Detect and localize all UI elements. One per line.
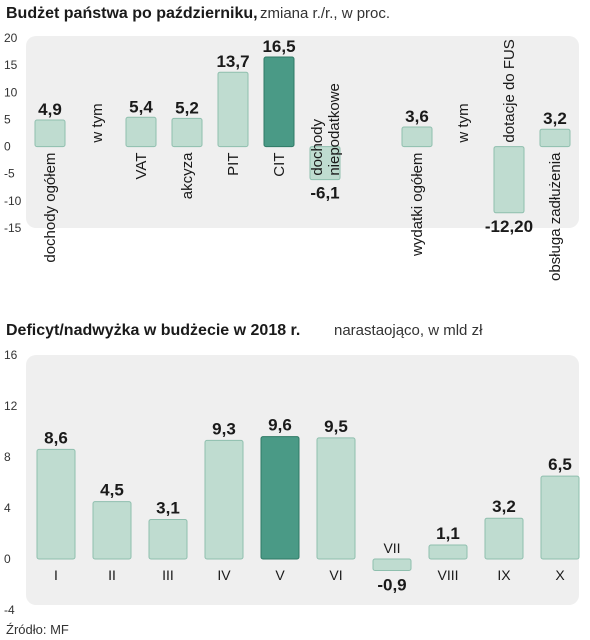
category-label-text: dotacje do FUS	[501, 39, 518, 142]
y-tick-label: -5	[4, 167, 15, 181]
value-label: 9,6	[268, 416, 292, 435]
value-label: -0,9	[377, 575, 406, 594]
source-note: Źródło: MF	[6, 622, 69, 637]
category-label: VAT	[133, 153, 150, 180]
y-tick-label: 12	[4, 399, 18, 413]
y-tick-label: -4	[4, 603, 15, 617]
category-label: obsługa zadłużenia	[547, 152, 564, 281]
value-label: 6,5	[548, 455, 572, 474]
category-label: VI	[329, 567, 342, 583]
value-label: 3,1	[156, 498, 180, 517]
value-label: 3,2	[543, 109, 567, 128]
y-tick-label: 0	[4, 140, 11, 154]
bar-5	[217, 71, 249, 148]
bar-12	[539, 128, 571, 148]
chart2-title: Deficyt/nadwyżka w budżecie w 2018 r.	[6, 322, 300, 339]
category-label: X	[555, 567, 565, 583]
value-label: 1,1	[436, 524, 460, 543]
y-tick-label: 4	[4, 501, 11, 515]
bar-V	[260, 436, 300, 560]
value-label: 4,5	[100, 481, 124, 500]
category-label: dotacje do FUS	[501, 39, 518, 142]
bar-IV	[204, 439, 244, 560]
category-label-text: wydatki ogółem	[409, 153, 426, 257]
value-label: -12,20	[485, 217, 533, 236]
category-label: w tym	[455, 103, 472, 143]
y-tick-label: 8	[4, 450, 11, 464]
category-label: PIT	[225, 153, 242, 176]
y-tick-label: 20	[4, 31, 18, 45]
bar-X	[540, 475, 580, 560]
chart1-title: Budżet państwa po październiku,	[6, 5, 258, 22]
y-tick-label: 0	[4, 552, 11, 566]
category-label: akcyza	[179, 152, 196, 199]
bar-VI	[316, 437, 356, 560]
value-label: 9,5	[324, 417, 348, 436]
category-label: V	[275, 567, 285, 583]
chart1-subtitle: zmiana r./r., w proc.	[260, 5, 390, 22]
y-tick-label: -10	[4, 194, 22, 208]
category-label-text: PIT	[225, 153, 242, 176]
bar-III	[148, 518, 188, 560]
category-label: wydatki ogółem	[409, 153, 426, 257]
bar-4	[171, 117, 203, 148]
category-label: I	[54, 567, 58, 583]
category-label: dochodyniepodatkowe	[309, 83, 343, 176]
bar-1	[34, 119, 66, 148]
y-tick-label: 16	[4, 348, 18, 362]
bar-6	[263, 56, 295, 148]
chart2-subtitle: narastaojąco, w mld zł	[334, 322, 483, 339]
category-label: VII	[383, 540, 400, 556]
category-label-text: w tym	[89, 103, 106, 143]
bar-11	[493, 146, 525, 214]
y-tick-label: 10	[4, 85, 18, 99]
category-label-text: w tym	[455, 103, 472, 143]
bar-7	[309, 146, 341, 181]
category-label: II	[108, 567, 116, 583]
category-label: IX	[497, 567, 511, 583]
bar-VIII	[428, 544, 468, 560]
bar-3	[125, 116, 157, 148]
y-tick-label: -15	[4, 221, 22, 235]
value-label: 16,5	[262, 37, 295, 56]
category-label: III	[162, 567, 174, 583]
category-label: VIII	[437, 567, 458, 583]
category-label: IV	[217, 567, 231, 583]
value-label: -6,1	[310, 184, 339, 203]
y-tick-label: 5	[4, 112, 11, 126]
value-label: 9,3	[212, 419, 236, 438]
value-label: 4,9	[38, 100, 62, 119]
category-label-text: VAT	[133, 153, 150, 180]
category-label-text: akcyza	[179, 152, 196, 199]
category-label-text: dochodyniepodatkowe	[309, 83, 343, 176]
value-label: 8,6	[44, 428, 68, 447]
bar-9	[401, 126, 433, 148]
category-label: dochody ogółem	[42, 153, 59, 263]
category-label: w tym	[89, 103, 106, 143]
bar-II	[92, 501, 132, 560]
value-label: 3,6	[405, 107, 429, 126]
y-tick-label: 15	[4, 58, 18, 72]
chart1-panel	[26, 36, 579, 228]
category-label-text: CIT	[271, 153, 288, 177]
value-label: 5,2	[175, 98, 199, 117]
category-label: CIT	[271, 153, 288, 177]
bar-IX	[484, 517, 524, 560]
value-label: 3,2	[492, 497, 516, 516]
bar-I	[36, 448, 76, 560]
category-label-text: dochody ogółem	[42, 153, 59, 263]
bar-VII	[372, 558, 412, 571]
value-label: 13,7	[216, 52, 249, 71]
category-label-text: obsługa zadłużenia	[547, 152, 564, 281]
value-label: 5,4	[129, 97, 153, 116]
